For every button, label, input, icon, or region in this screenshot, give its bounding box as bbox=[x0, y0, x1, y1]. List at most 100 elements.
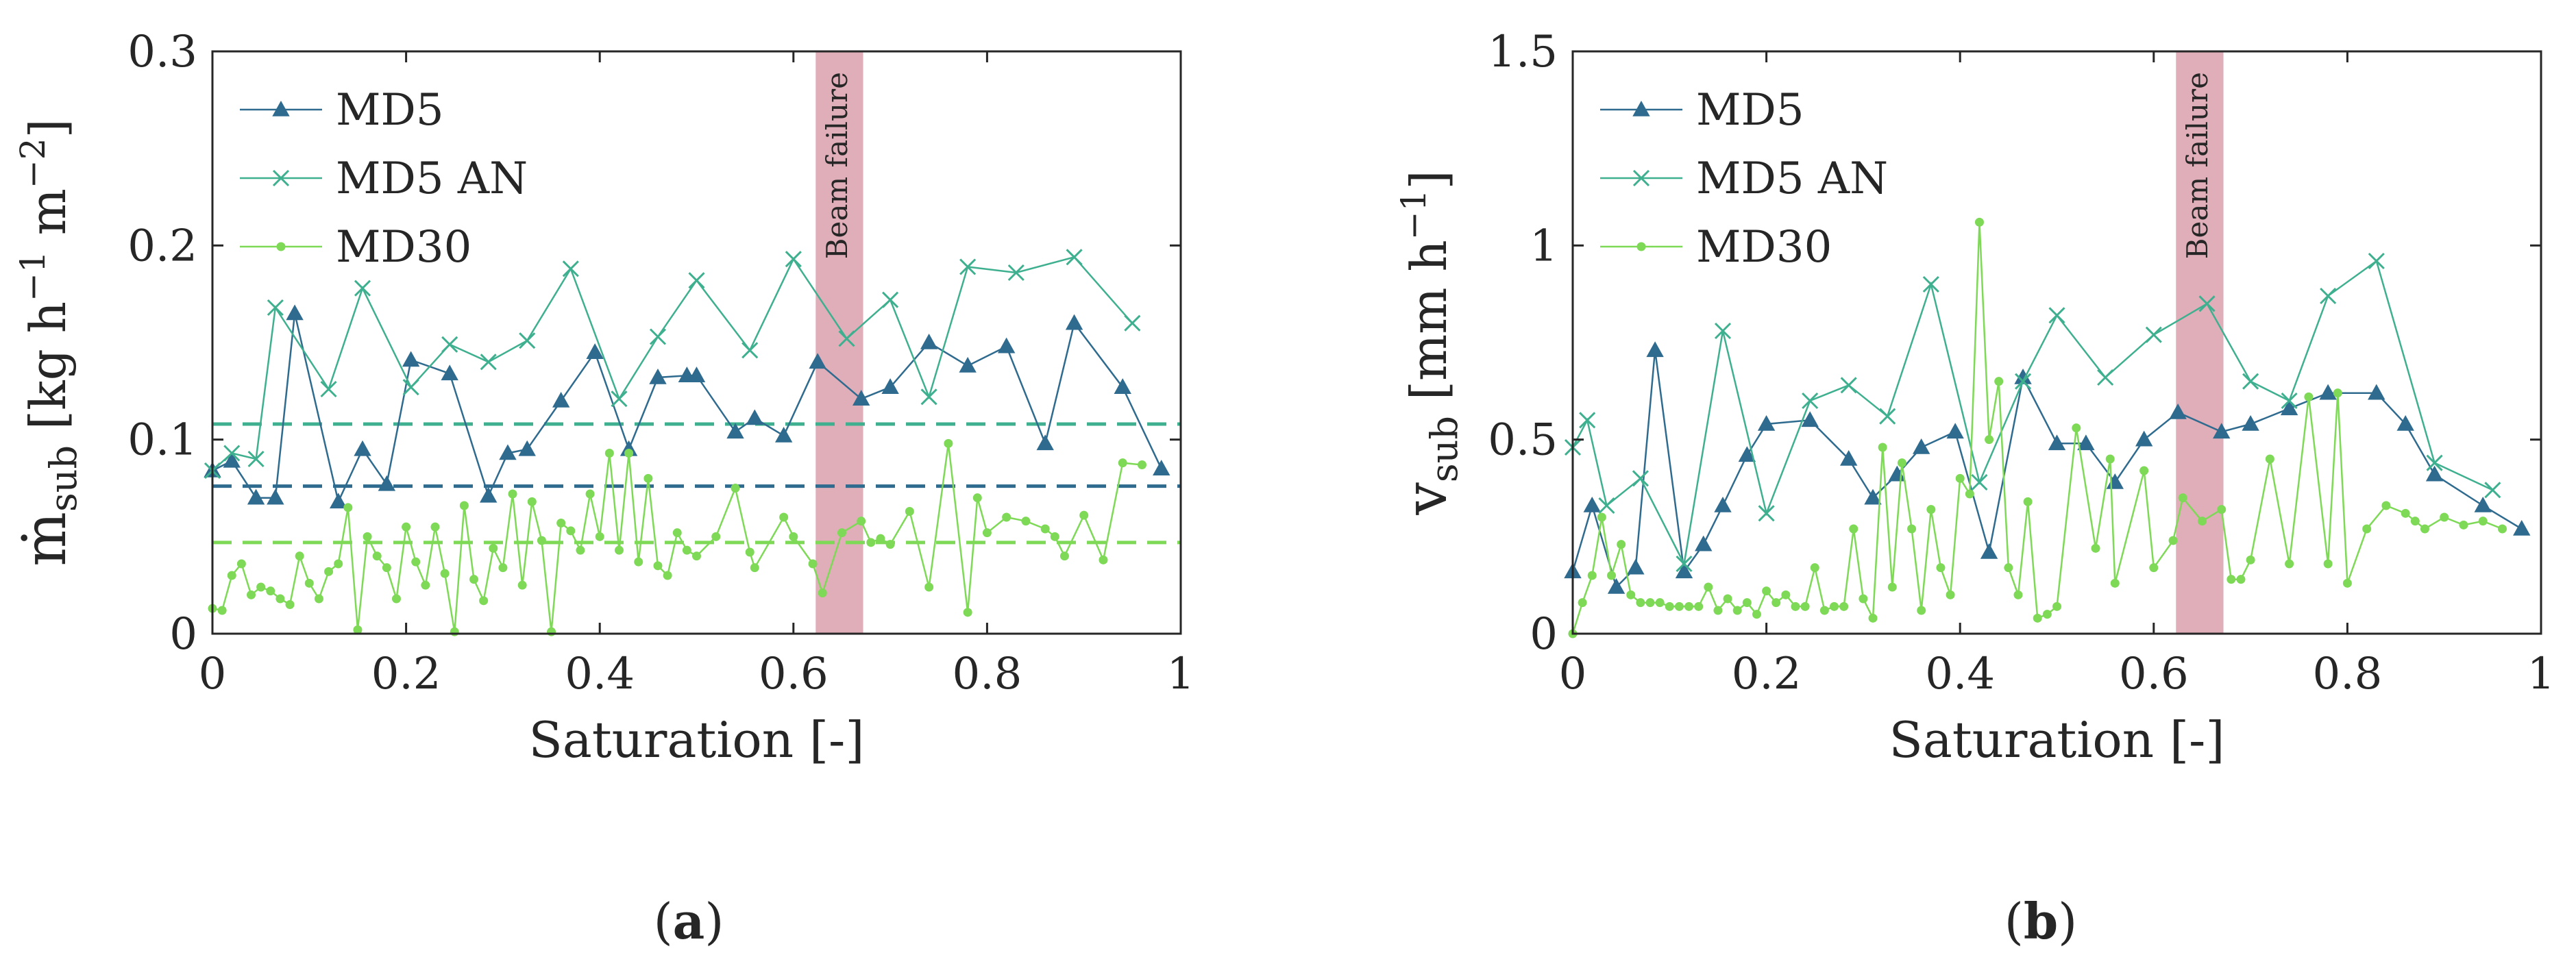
p0-series-2-point bbox=[682, 545, 691, 555]
p0-series-1-point bbox=[441, 336, 458, 353]
p0-series-2-point bbox=[304, 578, 314, 588]
p0-series-0-point bbox=[726, 423, 744, 439]
p1-series-2-point bbox=[2139, 466, 2149, 475]
p0-series-2-point bbox=[653, 561, 663, 571]
p1-series-0-point bbox=[1714, 496, 1732, 512]
p1-series-1-point bbox=[1840, 377, 1857, 394]
p1-x-tick-label: 0.2 bbox=[1732, 649, 1802, 699]
p1-series-2-point bbox=[1655, 598, 1665, 608]
p0-series-1-point bbox=[649, 328, 667, 345]
p0-series-2-point bbox=[818, 588, 827, 597]
p1-series-1-point bbox=[2484, 482, 2501, 499]
p0-series-2-point bbox=[876, 534, 885, 543]
p0-series-2-point bbox=[256, 582, 266, 592]
p0-series-1-point bbox=[320, 380, 337, 398]
p1-series-2-point bbox=[1597, 512, 1606, 522]
p0-legend-label-1: MD5 AN bbox=[336, 153, 528, 204]
p0-series-2-point bbox=[1137, 460, 1146, 469]
p1-series-2-point bbox=[2440, 512, 2449, 522]
p0-x-tick-label: 0.2 bbox=[371, 649, 441, 699]
p0-panel-label: (a) bbox=[654, 892, 724, 950]
p1-panel-label-close: ) bbox=[2058, 893, 2077, 950]
p1-series-1-point bbox=[2320, 287, 2337, 305]
p1-series-2-point bbox=[1587, 571, 1597, 580]
p1-series-0-point bbox=[1695, 535, 1713, 551]
p1-y-tick-label: 0.5 bbox=[1488, 415, 1558, 466]
p0-series-2-point bbox=[750, 563, 759, 573]
p0-series-2-point bbox=[556, 519, 566, 528]
p1-series-1-point bbox=[2368, 252, 2385, 270]
p0-series-2-point bbox=[745, 547, 755, 557]
p1-series-2-point bbox=[2052, 601, 2061, 611]
p0-ylabel-exp2: −2 bbox=[13, 138, 53, 188]
p1-legend-marker-2 bbox=[1636, 242, 1646, 251]
p1-series-1-point bbox=[1579, 412, 1596, 429]
p0-panel-label-letter: a bbox=[673, 892, 705, 950]
p0-series-2-point bbox=[624, 449, 634, 458]
p0-series-2-point bbox=[1118, 458, 1127, 468]
p0-series-2-point bbox=[391, 594, 401, 604]
p0-series-0-point bbox=[354, 440, 371, 456]
p0-series-2-point bbox=[508, 489, 517, 499]
p0-series-2-point bbox=[604, 449, 614, 458]
p0-legend-label-0: MD5 bbox=[336, 85, 444, 136]
p0-series-0-point bbox=[997, 337, 1016, 353]
p1-legend-label-0: MD5 bbox=[1696, 85, 1804, 136]
p0-series-2-point bbox=[1050, 532, 1059, 541]
p0-series-1-point bbox=[1124, 314, 1141, 332]
p1-series-2-point bbox=[2110, 578, 2120, 588]
p1-series-2-point bbox=[1868, 613, 1878, 623]
p1-series-2-point bbox=[2459, 520, 2468, 530]
p0-series-2-point bbox=[459, 501, 469, 510]
p1-series-2-point bbox=[1878, 443, 1887, 452]
p0-series-0-point bbox=[518, 440, 536, 456]
p0-series-2-point bbox=[227, 571, 236, 580]
p1-series-0-point bbox=[1864, 488, 1882, 505]
p0-series-2-point bbox=[295, 551, 304, 561]
p1-series-2-point bbox=[1723, 594, 1732, 604]
p1-legend: MD5 MD5 AN MD30 bbox=[1600, 85, 1888, 273]
p1-series-2-point bbox=[2042, 610, 2052, 619]
p0-series-2-point bbox=[498, 563, 508, 573]
p0-series-2-point bbox=[711, 532, 721, 541]
p0-series-0-line bbox=[212, 313, 1162, 505]
p1-series-2-point bbox=[2410, 517, 2420, 526]
p0-series-2-point bbox=[402, 522, 411, 532]
p1-series-0-point bbox=[1980, 543, 1998, 559]
p0-series-0-point bbox=[649, 368, 667, 384]
p0-series-0-point bbox=[881, 378, 899, 394]
p1-series-2-point bbox=[1830, 601, 1839, 611]
p1-ylabel-exp1: −1 bbox=[1394, 190, 1434, 240]
p0-legend-marker-0 bbox=[272, 100, 290, 116]
p1-panel-label-open: ( bbox=[2004, 893, 2024, 950]
p1-series-2-point bbox=[1859, 594, 1868, 604]
p1-series-0-point bbox=[1757, 414, 1776, 431]
p0-series-2-point bbox=[643, 473, 653, 483]
p0-series-2-point bbox=[334, 559, 343, 569]
p0-series-2-point bbox=[595, 532, 604, 541]
p1-series-2-point bbox=[1684, 601, 1694, 611]
p1-series-2-point bbox=[2265, 454, 2274, 464]
p0-series-1-point bbox=[402, 379, 419, 396]
p1-series-2-point bbox=[1936, 563, 1946, 573]
p1-series-2-point bbox=[1578, 598, 1587, 608]
p1-beam-failure-band bbox=[2176, 51, 2224, 634]
p0-series-0-point bbox=[774, 426, 793, 443]
p1-series-2-point bbox=[1645, 598, 1655, 608]
p0-series-2-point bbox=[663, 571, 672, 580]
p0-series-1-point bbox=[611, 390, 628, 408]
p1-legend-marker-1 bbox=[1632, 169, 1650, 187]
p0-series-0-point bbox=[920, 333, 938, 349]
p0-series-2-point bbox=[1021, 517, 1031, 526]
p1-series-0-point bbox=[1738, 446, 1756, 462]
p0-series-2-point bbox=[372, 551, 382, 561]
p0-series-2-point bbox=[614, 545, 624, 555]
p1-ylabel-close: ] bbox=[1400, 170, 1458, 189]
p0-plot-area bbox=[212, 51, 1181, 634]
p1-series-0-point bbox=[2169, 403, 2187, 419]
p1-series-2-point bbox=[1907, 524, 1917, 534]
p0-ylabel-sub: sub bbox=[42, 445, 85, 512]
p0-series-2-point bbox=[944, 438, 953, 448]
p0-legend-marker-2 bbox=[276, 242, 286, 251]
